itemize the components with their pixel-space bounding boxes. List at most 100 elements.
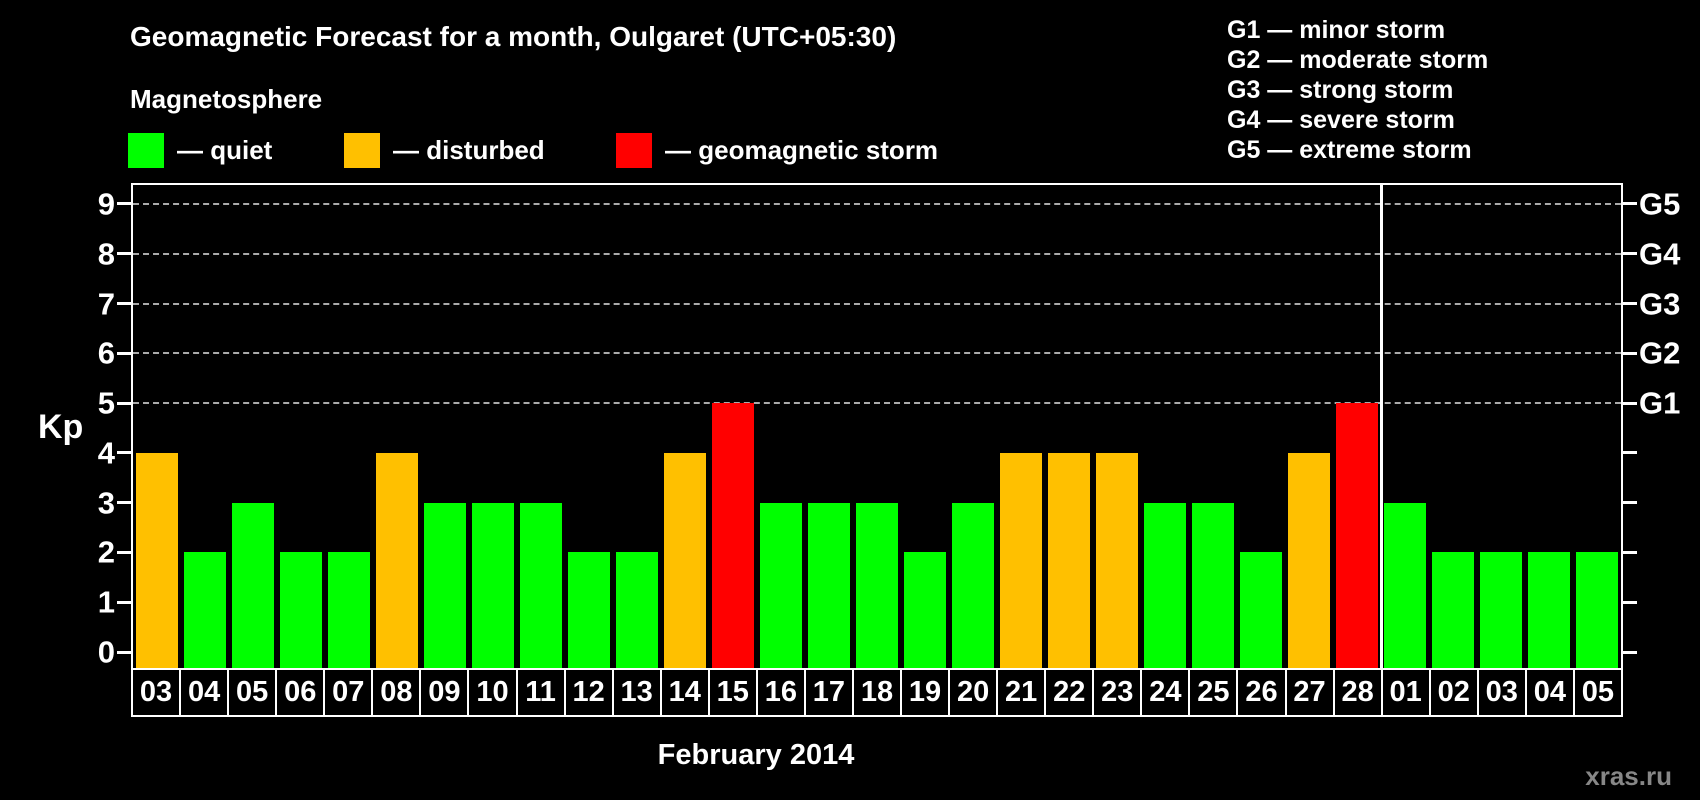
x-axis-day-labels: 03 04 05 06 07 08 09 10 11 12 13 14 15 16 17 18 19 20 21 22…	[131, 668, 1623, 717]
kp-bar-02	[1431, 552, 1474, 668]
day-label: 24	[1140, 668, 1191, 717]
kp-bar-10	[472, 502, 514, 668]
left-axis-tick	[117, 550, 132, 554]
day-label: 04	[1524, 668, 1575, 717]
kp-bar-21	[1000, 452, 1042, 668]
day-label: 03	[1476, 668, 1527, 717]
kp-bar-18	[856, 502, 898, 668]
day-label: 05	[227, 668, 278, 717]
legend-item-storm: — geomagnetic storm	[616, 131, 938, 169]
g-scale-legend-line-1: G1 — minor storm	[1227, 16, 1446, 44]
legend-item-label: — geomagnetic storm	[665, 134, 939, 165]
left-axis-tick	[117, 302, 132, 306]
kp-bar-26	[1240, 552, 1282, 668]
right-axis-tick	[1622, 351, 1637, 355]
day-label: 03	[131, 668, 182, 717]
left-axis-tick	[117, 252, 132, 256]
g-level-label: G1	[1639, 385, 1681, 421]
g-level-label: G5	[1639, 186, 1681, 222]
day-label: 27	[1284, 668, 1335, 717]
right-axis-tick	[1622, 650, 1637, 654]
kp-bar-13	[616, 552, 658, 668]
g-scale-legend: G1 — minor storm G2 — moderate storm G3 — …	[1227, 15, 1488, 165]
day-label: 09	[419, 668, 470, 717]
day-label: 22	[1044, 668, 1095, 717]
kp-bar-06	[280, 552, 322, 668]
g-level-label: G2	[1639, 335, 1681, 371]
day-label: 07	[323, 668, 374, 717]
kp-bar-05	[232, 502, 274, 668]
day-label: 01	[1380, 668, 1431, 717]
day-label: 11	[515, 668, 566, 717]
day-label: 06	[275, 668, 326, 717]
plot-area: 0 1 2 3 4 5 6 7 8 9 G1 G2 G3 G4 G5	[98, 183, 1680, 668]
day-label: 13	[611, 668, 662, 717]
right-axis-tick	[1622, 252, 1637, 256]
day-label: 28	[1332, 668, 1383, 717]
day-label: 08	[371, 668, 422, 717]
g-scale-legend-line-2: G2 — moderate storm	[1227, 46, 1489, 74]
y-tick-label: 6	[97, 335, 115, 371]
day-label: 05	[1572, 668, 1623, 717]
y-tick-label: 0	[97, 634, 115, 670]
quiet-swatch-icon	[128, 132, 164, 168]
day-label: 14	[659, 668, 710, 717]
right-axis-tick	[1622, 401, 1637, 405]
right-axis-tick	[1622, 302, 1637, 306]
day-label: 02	[1428, 668, 1479, 717]
day-label: 10	[467, 668, 518, 717]
kp-bar-11	[520, 502, 562, 668]
right-axis-tick	[1622, 501, 1637, 505]
kp-bar-20	[952, 502, 994, 668]
gridline-kp-8	[133, 252, 1621, 255]
right-axis-tick	[1622, 550, 1637, 554]
right-axis-tick	[1622, 202, 1637, 206]
day-label: 17	[803, 668, 854, 717]
g-scale-legend-line-3: G3 — strong storm	[1227, 76, 1454, 104]
gridline-kp-5	[133, 402, 1621, 405]
g-scale-legend-line-5: G5 — extreme storm	[1227, 136, 1472, 164]
chart-title: Geomagnetic Forecast for a month, Oulgar…	[130, 21, 897, 52]
gridline-kp-7	[133, 302, 1621, 305]
legend-item-disturbed: — disturbed	[344, 131, 545, 169]
day-label: 12	[563, 668, 614, 717]
day-label: 23	[1092, 668, 1143, 717]
y-axis-label: Kp	[38, 408, 84, 446]
left-axis-tick	[117, 650, 132, 654]
y-tick-label: 5	[97, 385, 115, 421]
kp-bar-28	[1336, 403, 1378, 668]
right-axis-tick	[1622, 600, 1637, 604]
storm-swatch-icon	[616, 132, 652, 168]
legend-item-label: — quiet	[177, 134, 273, 165]
kp-bar-27	[1288, 452, 1330, 668]
y-tick-label: 3	[97, 485, 115, 521]
kp-bar-01	[1384, 502, 1426, 668]
kp-bar-04	[1528, 552, 1570, 668]
y-tick-label: 2	[97, 534, 115, 570]
day-label: 25	[1188, 668, 1239, 717]
gridline-kp-9	[133, 202, 1621, 205]
g-scale-legend-line-4: G4 — severe storm	[1227, 106, 1455, 134]
left-axis-tick	[117, 600, 132, 604]
kp-bar-22	[1048, 452, 1090, 668]
kp-bar-09	[424, 502, 466, 668]
day-label: 04	[179, 668, 230, 717]
day-label: 19	[900, 668, 951, 717]
magnetosphere-label: Magnetosphere	[130, 84, 323, 114]
y-tick-label: 4	[97, 435, 115, 471]
legend-item-label: — disturbed	[393, 134, 545, 165]
kp-bar-15	[712, 403, 754, 668]
kp-bar-04	[184, 552, 226, 668]
left-axis-tick	[117, 351, 132, 355]
disturbed-swatch-icon	[344, 132, 380, 168]
kp-bar-24	[1144, 502, 1186, 668]
kp-bar-25	[1192, 502, 1234, 668]
kp-bar-17	[808, 502, 850, 668]
g-level-label: G4	[1639, 236, 1681, 272]
day-label: 15	[707, 668, 758, 717]
gridline-kp-6	[133, 352, 1621, 355]
kp-bar-23	[1096, 452, 1138, 668]
left-axis-tick	[117, 501, 132, 505]
day-label: 26	[1236, 668, 1287, 717]
day-label: 16	[755, 668, 806, 717]
